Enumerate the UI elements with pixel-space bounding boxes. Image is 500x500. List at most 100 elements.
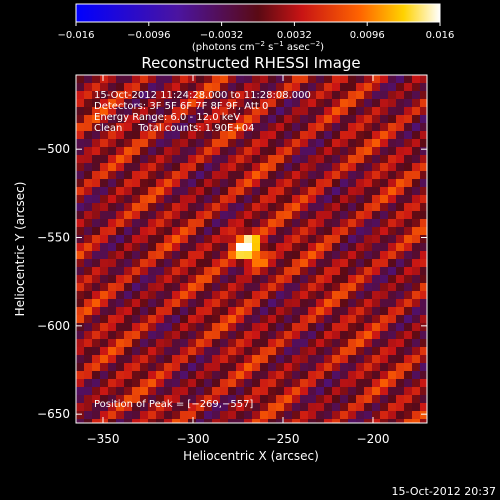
heatmap-cell: [132, 403, 141, 412]
heatmap-cell: [84, 283, 93, 292]
heatmap-cell: [108, 115, 117, 124]
heatmap-cell: [332, 379, 341, 388]
heatmap-cell: [284, 75, 293, 84]
heatmap-cell: [132, 299, 141, 308]
heatmap-cell: [244, 163, 253, 172]
heatmap-cell: [268, 203, 277, 212]
heatmap-cell: [148, 411, 157, 420]
heatmap-cell: [420, 163, 427, 172]
heatmap-cell: [252, 387, 261, 396]
heatmap-cell: [364, 155, 373, 164]
heatmap-cell: [300, 219, 309, 228]
heatmap-cell: [260, 379, 269, 388]
heatmap-cell: [260, 315, 269, 324]
heatmap-cell: [156, 211, 165, 220]
heatmap-cell: [172, 131, 181, 140]
heatmap-cell: [316, 99, 325, 108]
heatmap-cell: [188, 131, 197, 140]
heatmap-cell: [236, 195, 245, 204]
heatmap-cell: [100, 171, 109, 180]
heatmap-cell: [116, 235, 125, 244]
heatmap-cell: [100, 339, 109, 348]
heatmap-cell: [340, 227, 349, 236]
heatmap-cell: [380, 355, 389, 364]
heatmap-cell: [212, 187, 221, 196]
heatmap-cell: [268, 395, 277, 404]
heatmap-cell: [204, 331, 213, 340]
heatmap-cell: [124, 195, 133, 204]
heatmap-cell: [180, 155, 189, 164]
heatmap-cell: [244, 195, 253, 204]
heatmap-cell: [348, 283, 357, 292]
heatmap-cell: [204, 387, 213, 396]
heatmap-cell: [132, 291, 141, 300]
heatmap-cell: [284, 283, 293, 292]
heatmap-cell: [308, 371, 317, 380]
heatmap-cell: [420, 419, 427, 423]
heatmap-cell: [348, 323, 357, 332]
heatmap-cell: [212, 275, 221, 284]
heatmap-cell: [292, 219, 301, 228]
heatmap-cell: [348, 243, 357, 252]
heatmap-cell: [204, 411, 213, 420]
heatmap-cell: [212, 243, 221, 252]
heatmap-cell: [292, 179, 301, 188]
heatmap-cell: [132, 131, 141, 140]
heatmap-cell: [148, 163, 157, 172]
heatmap-cell: [84, 355, 93, 364]
heatmap-cell: [380, 171, 389, 180]
heatmap-cell: [348, 379, 357, 388]
heatmap-cell: [212, 171, 221, 180]
heatmap-cell: [356, 91, 365, 100]
heatmap-cell: [212, 235, 221, 244]
heatmap-cell: [148, 243, 157, 252]
heatmap-cell: [364, 83, 373, 92]
heatmap-cell: [412, 267, 421, 276]
heatmap-cell: [84, 195, 93, 204]
heatmap-cell: [156, 243, 165, 252]
heatmap-cell: [156, 107, 165, 116]
heatmap-cell: [124, 147, 133, 156]
y-tick-label: −650: [37, 407, 70, 421]
heatmap-cell: [188, 395, 197, 404]
heatmap-cell: [188, 331, 197, 340]
heatmap-cell: [324, 115, 333, 124]
heatmap-cell: [84, 179, 93, 188]
heatmap-cell: [348, 267, 357, 276]
heatmap-cell: [404, 99, 413, 108]
heatmap-cell: [316, 419, 325, 423]
x-tick-label: −250: [267, 432, 300, 446]
heatmap-cell: [404, 347, 413, 356]
heatmap-cell: [284, 123, 293, 132]
heatmap-cell: [132, 107, 141, 116]
heatmap-cell: [316, 75, 325, 84]
heatmap-cell: [236, 419, 245, 423]
heatmap-cell: [268, 99, 277, 108]
heatmap-cell: [356, 251, 365, 260]
heatmap-cell: [420, 139, 427, 148]
heatmap-cell: [204, 91, 213, 100]
heatmap-cell: [108, 363, 117, 372]
heatmap-cell: [84, 339, 93, 348]
heatmap-cell: [348, 371, 357, 380]
heatmap-cell: [188, 147, 197, 156]
heatmap-cell: [356, 371, 365, 380]
heatmap-cell: [116, 315, 125, 324]
heatmap-cell: [308, 267, 317, 276]
heatmap-cell: [332, 91, 341, 100]
heatmap-cell: [140, 387, 149, 396]
heatmap-cell: [148, 203, 157, 212]
heatmap-cell: [100, 195, 109, 204]
heatmap-cell: [268, 91, 277, 100]
heatmap-cell: [108, 339, 117, 348]
heatmap-cell: [380, 219, 389, 228]
heatmap-cell: [164, 211, 173, 220]
heatmap-cell: [300, 267, 309, 276]
heatmap-cell: [292, 187, 301, 196]
heatmap-cell: [236, 307, 245, 316]
heatmap-cell: [188, 275, 197, 284]
heatmap-cell: [124, 363, 133, 372]
heatmap-cell: [92, 187, 101, 196]
heatmap-cell: [412, 131, 421, 140]
heatmap-cell: [316, 131, 325, 140]
